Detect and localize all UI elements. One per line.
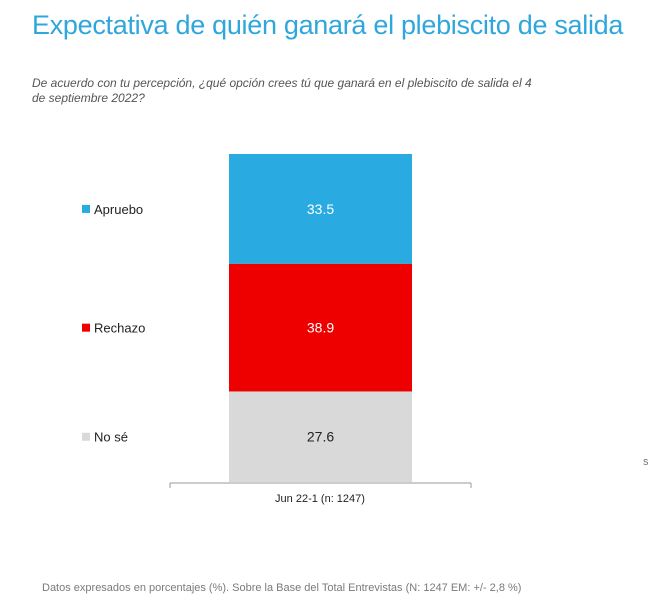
chart-title: Expectativa de quién ganará el plebiscit… <box>32 10 624 40</box>
legend-label-rechazo: Rechazo <box>94 321 145 336</box>
legend-label-no-s: No sé <box>94 430 128 445</box>
bar-segment-apruebo <box>229 154 412 264</box>
legend-swatch-rechazo <box>82 323 90 332</box>
data-label-rechazo: 38.9 <box>307 320 334 336</box>
footer-note: Datos expresados en porcentajes (%). Sob… <box>42 582 522 594</box>
bar-segment-rechazo <box>229 263 412 392</box>
legend-swatch-no-s <box>82 432 90 441</box>
stray-text: s <box>643 456 649 468</box>
legend-swatch-apruebo <box>82 204 90 213</box>
chart-subtitle: De acuerdo con tu percepción, ¿qué opció… <box>32 76 532 105</box>
x-axis-category-label: Jun 22-1 (n: 1247) <box>275 493 365 505</box>
bar-segment-no-s <box>229 391 412 482</box>
legend: Apruebo Rechazo No sé <box>82 202 145 445</box>
legend-label-apruebo: Apruebo <box>94 202 143 217</box>
data-label-apruebo: 33.5 <box>307 201 334 217</box>
data-label-no-s: 27.6 <box>307 429 334 445</box>
bar-segments: 33.5 38.9 27.6 <box>229 154 412 482</box>
